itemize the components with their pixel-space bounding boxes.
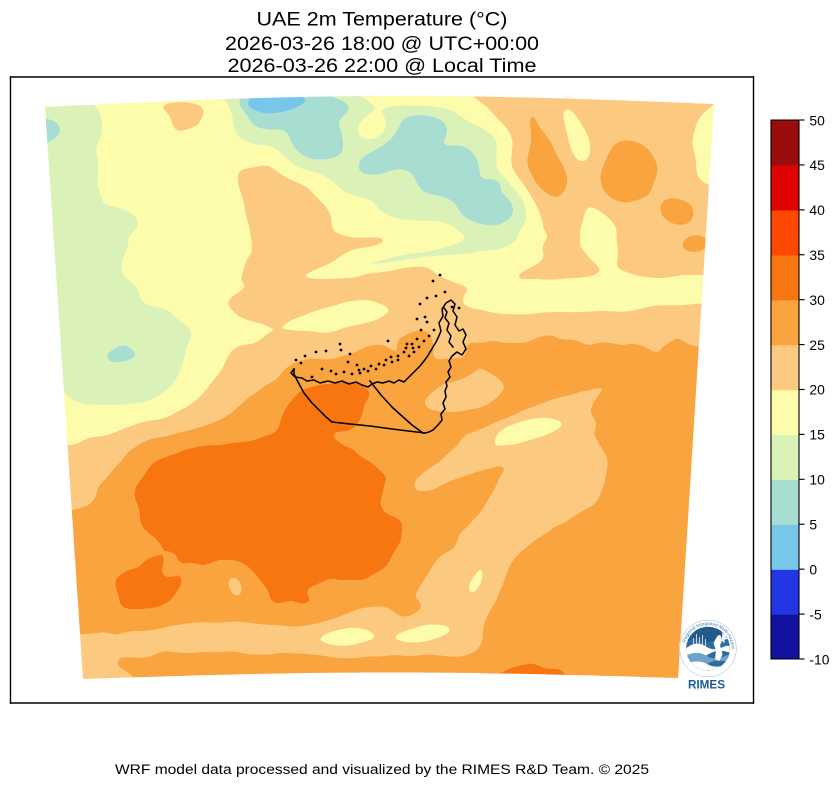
svg-text:-5: -5 <box>809 606 822 622</box>
svg-text:30: 30 <box>809 292 825 308</box>
svg-text:RIMES: RIMES <box>688 680 725 692</box>
svg-text:15: 15 <box>809 427 825 443</box>
svg-text:45: 45 <box>809 157 825 173</box>
svg-text:35: 35 <box>809 247 825 263</box>
svg-text:WRF model data processed and v: WRF model data processed and visualized … <box>115 761 649 777</box>
svg-text:20: 20 <box>809 382 825 398</box>
svg-text:10: 10 <box>809 472 825 488</box>
svg-text:40: 40 <box>809 202 825 218</box>
svg-text:UAE 2m Temperature (°C): UAE 2m Temperature (°C) <box>257 9 508 31</box>
svg-text:2026-03-26 22:00 @ Local Time: 2026-03-26 22:00 @ Local Time <box>227 55 536 77</box>
svg-text:25: 25 <box>809 337 825 353</box>
svg-text:5: 5 <box>809 517 817 533</box>
svg-text:2026-03-26 18:00 @ UTC+00:00: 2026-03-26 18:00 @ UTC+00:00 <box>225 33 539 55</box>
svg-text:0: 0 <box>809 561 817 577</box>
svg-text:50: 50 <box>809 112 825 128</box>
svg-text:-10: -10 <box>809 651 829 667</box>
